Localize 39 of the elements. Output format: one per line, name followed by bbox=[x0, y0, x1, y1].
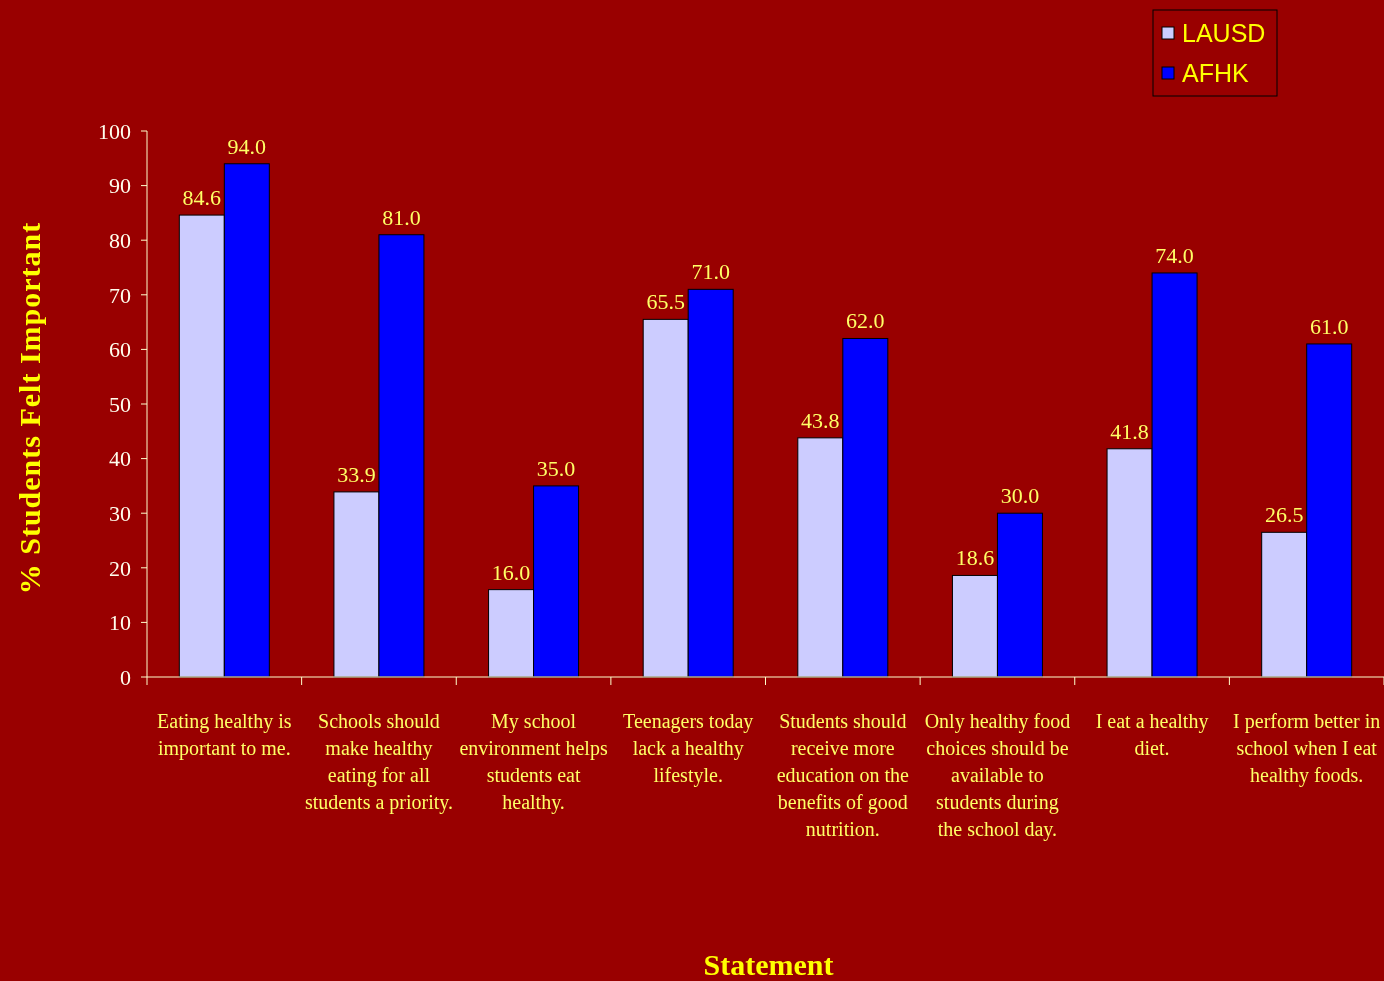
data-label: 74.0 bbox=[1155, 242, 1194, 268]
data-label: 16.0 bbox=[491, 559, 531, 585]
data-label: 26.5 bbox=[1264, 502, 1304, 528]
x-tick-label: Eating healthy is important to me. bbox=[157, 710, 292, 760]
y-tick-label: 0 bbox=[120, 664, 131, 690]
x-tick-label: I eat a healthy diet. bbox=[1095, 710, 1209, 759]
legend-label: LAUSD bbox=[1182, 18, 1266, 47]
y-axis-title: % Students Felt Important bbox=[13, 221, 46, 595]
x-tick-label: Students should receive more education on the benefits of good nutrition. bbox=[776, 710, 910, 840]
data-label: 18.6 bbox=[955, 545, 995, 571]
x-tick-label: Schools should make healthy eating for all students a priority. bbox=[304, 710, 453, 814]
data-label: 33.9 bbox=[337, 461, 376, 487]
data-label: 62.0 bbox=[846, 308, 885, 334]
y-tick-label: 80 bbox=[109, 227, 131, 253]
data-label: 43.8 bbox=[801, 407, 840, 433]
y-tick-label: 70 bbox=[109, 282, 131, 308]
y-tick-label: 10 bbox=[109, 610, 131, 636]
data-label: 71.0 bbox=[691, 259, 730, 285]
data-label: 35.0 bbox=[536, 455, 576, 481]
x-tick-label: Teenagers today lack a healthy lifestyle. bbox=[623, 710, 754, 787]
y-tick-label: 20 bbox=[109, 555, 131, 581]
data-label: 81.0 bbox=[382, 204, 421, 230]
legend-label: AFHK bbox=[1182, 58, 1249, 87]
x-tick-label: I perform better in school when I eat healthy foods. bbox=[1233, 710, 1381, 787]
data-label: 65.5 bbox=[646, 289, 685, 315]
y-tick-label: 40 bbox=[109, 446, 131, 472]
data-label: 84.6 bbox=[182, 185, 222, 211]
y-tick-label: 60 bbox=[109, 337, 131, 363]
x-axis-title: Statement bbox=[703, 948, 834, 981]
y-tick-label: 50 bbox=[109, 391, 131, 417]
data-label: 41.8 bbox=[1110, 418, 1149, 444]
y-tick-label: 100 bbox=[98, 118, 131, 144]
x-tick-label: My school environment helps students eat healthy. bbox=[459, 710, 608, 814]
x-tick-label: Only healthy food choices should be available to students during the school day. bbox=[924, 710, 1071, 841]
y-tick-label: 30 bbox=[109, 500, 131, 526]
y-tick-label: 90 bbox=[109, 173, 131, 199]
data-label: 30.0 bbox=[1000, 483, 1040, 509]
data-label: 94.0 bbox=[227, 133, 267, 159]
data-label: 61.0 bbox=[1309, 313, 1349, 339]
